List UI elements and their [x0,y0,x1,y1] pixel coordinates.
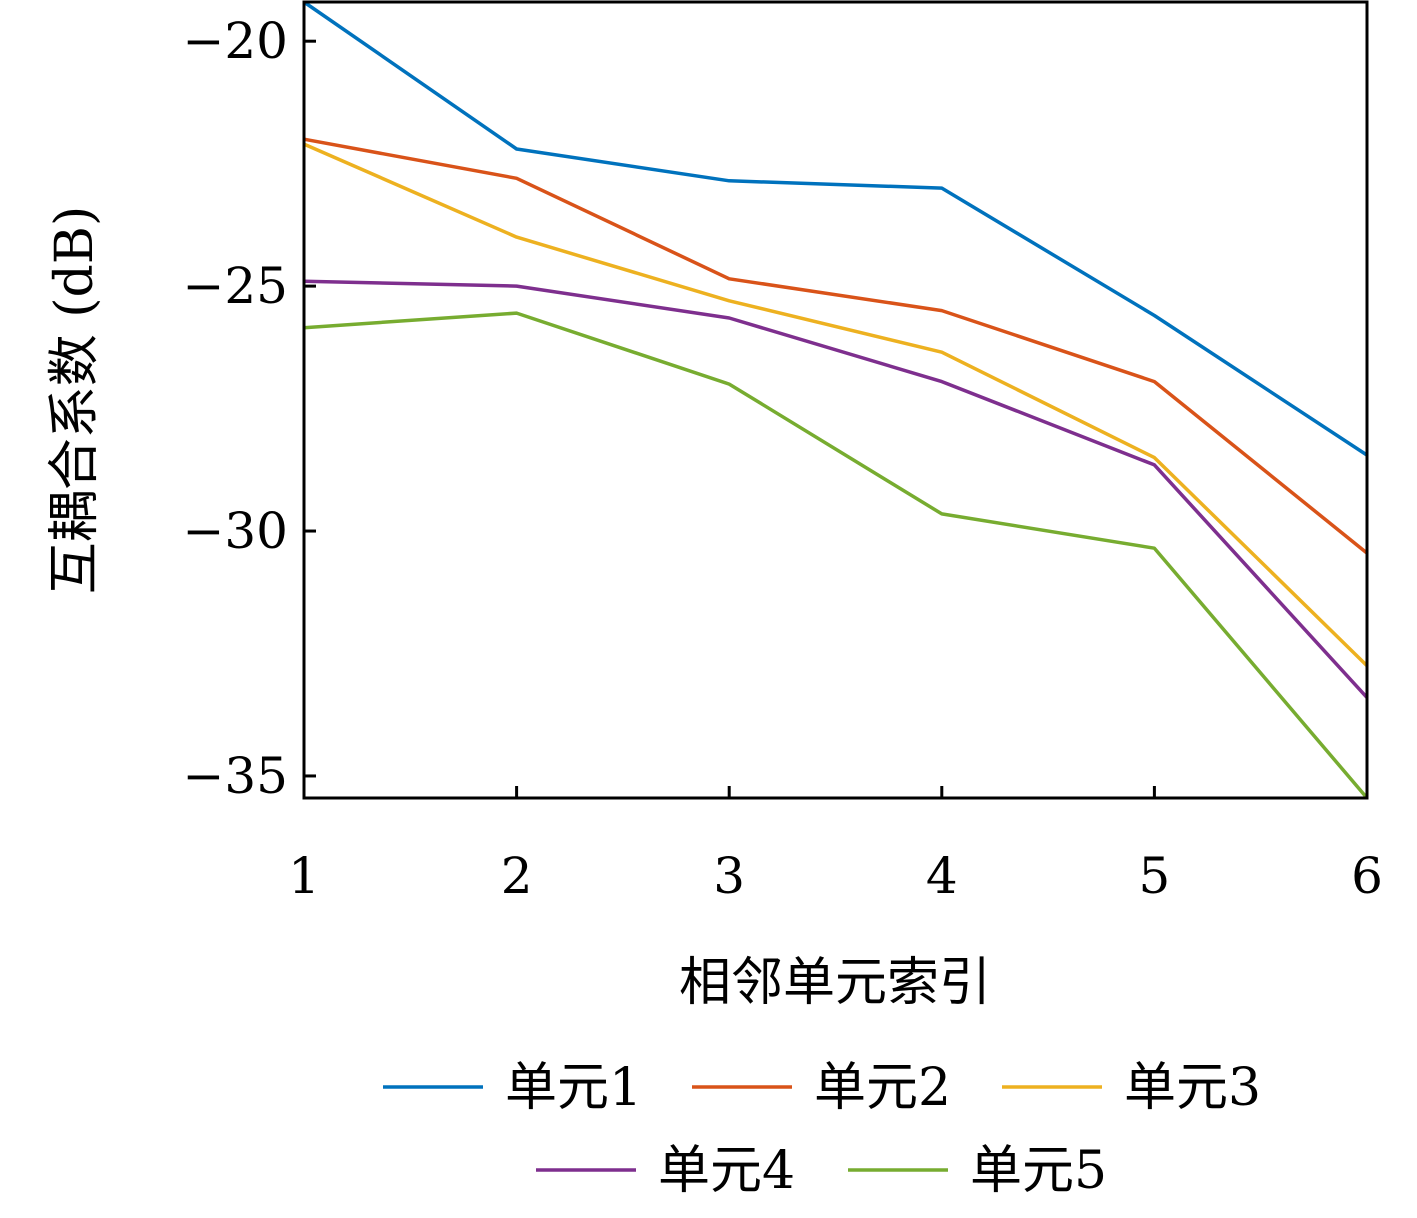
x-tick-label: 5 [1138,847,1170,905]
legend-label-2: 单元2 [814,1058,951,1118]
y-axis-label: 互耦合系数 (dB) [45,206,105,595]
series-line-4 [303,279,1369,699]
legend-label-4: 单元4 [658,1141,795,1201]
x-tick-label: 6 [1351,847,1383,905]
ticks-layer: 1 2 3 4 5 6 −20 −25 −30 −35 [182,12,1382,905]
legend-label-3: 单元3 [1124,1058,1261,1118]
y-tick-label: −35 [182,747,288,805]
x-tick-label: 3 [713,847,745,905]
y-tick-label: −25 [182,257,288,315]
y-tick-label: −20 [182,12,288,70]
x-axis-label: 相邻单元索引 [679,953,991,1013]
plot-frame [302,0,1369,800]
x-tick-label: 2 [501,847,533,905]
series-line-3 [303,142,1369,667]
x-tick-label: 4 [926,847,958,905]
series-line-2 [303,137,1369,555]
legend-label-5: 单元5 [970,1141,1107,1201]
x-tick-label: 1 [288,847,320,905]
series-line-5 [303,311,1369,800]
series-layer [303,0,1369,800]
legend-label-1: 单元1 [505,1058,642,1118]
legend: 单元1 单元2 单元3 单元4 单元5 [383,1058,1261,1201]
y-tick-label: −30 [182,502,288,560]
series-line-1 [303,0,1368,457]
